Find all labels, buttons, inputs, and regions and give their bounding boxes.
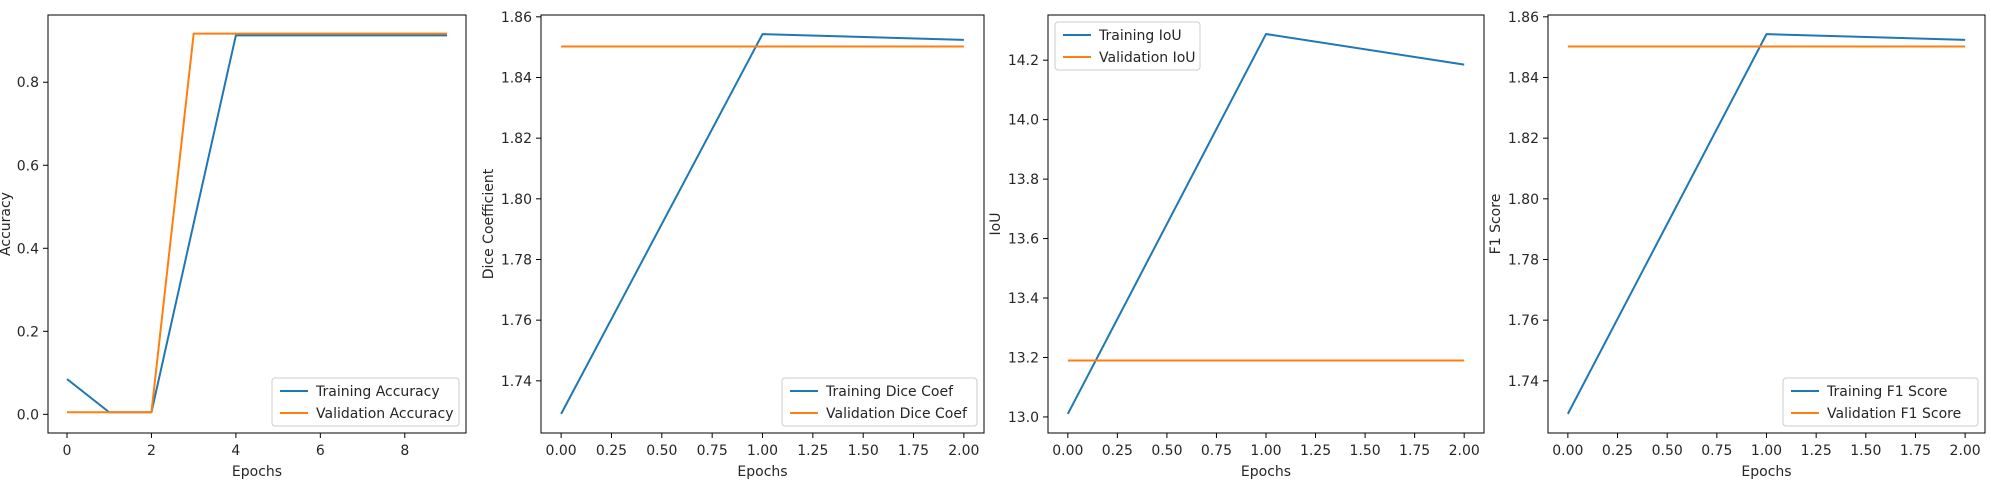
- chart-4-y-tick-label: 1.74: [1508, 374, 1539, 390]
- chart-3-legend-label: Validation IoU: [1099, 50, 1196, 66]
- chart-4-series-line-training: [1566, 33, 1966, 415]
- chart-1-y-axis-label: Accuracy: [0, 192, 14, 256]
- chart-2-y-tick-label: 1.78: [501, 252, 532, 268]
- chart-2-x-tick-label: 1.25: [797, 443, 828, 459]
- chart-4-x-tick-label: 1.25: [1801, 443, 1832, 459]
- chart-3-x-tick-label: 0.75: [1201, 443, 1232, 459]
- chart-1-x-tick-label: 4: [231, 443, 240, 459]
- chart-4-y-axis-label: F1 Score: [1488, 194, 1504, 255]
- chart-4-legend-label: Training F1 Score: [1826, 384, 1947, 400]
- chart-1-y-tick-label: 0.6: [17, 158, 39, 174]
- chart-1-plot-frame: [47, 14, 467, 434]
- chart-3-y-tick-label: 13.0: [1008, 410, 1039, 426]
- chart-3-y-tick-label: 14.0: [1008, 113, 1039, 129]
- chart-4-y-tick-label: 1.80: [1508, 192, 1539, 208]
- chart-4-x-tick-label: 1.50: [1850, 443, 1881, 459]
- chart-4-x-tick-label: 0.25: [1602, 443, 1633, 459]
- chart-4-x-axis-label: Epochs: [1741, 464, 1791, 480]
- chart-4-legend: Training F1 Score Validation F1 Score: [1782, 377, 1979, 427]
- chart-1-x-tick-label: 8: [400, 443, 409, 459]
- chart-3-y-tick-label: 14.2: [1008, 53, 1039, 69]
- chart-1-x-axis-label: Epochs: [232, 464, 282, 480]
- chart-2-x-tick-label: 0.00: [546, 443, 577, 459]
- chart-4-y-tick-label: 1.82: [1508, 131, 1539, 147]
- chart-3-y-tick-label: 13.6: [1008, 232, 1039, 248]
- chart-2-legend-label: Validation Dice Coef: [826, 406, 968, 422]
- chart-4-y-tick-label: 1.84: [1508, 70, 1539, 86]
- chart-4-plot-frame: [1547, 14, 1986, 434]
- chart-3-y-tick-label: 13.4: [1008, 291, 1039, 307]
- chart-2-x-tick-label: 0.50: [646, 443, 677, 459]
- chart-1-legend-box: [271, 377, 460, 427]
- chart-2-x-tick-label: 1.00: [747, 443, 778, 459]
- chart-1-series-line-validation: [67, 32, 447, 414]
- chart-1: 0 2 4 6 8 0.0 0.2 0.4 0.6 0.8 Epochs Accuracy Traini…: [0, 14, 467, 480]
- chart-3-y-tick-label: 13.8: [1008, 172, 1039, 188]
- chart-3-x-tick-label: 2.00: [1449, 443, 1480, 459]
- chart-2: 0.00 0.25 0.50 0.75 1.00 1.25 1.50 1.75 2.00 1.74…: [481, 10, 985, 480]
- chart-2-x-tick-label: 1.75: [898, 443, 929, 459]
- chart-3: 0.00 0.25 0.50 0.75 1.00 1.25 1.50 1.75 2.00 13.0…: [988, 14, 1485, 480]
- chart-2-y-tick-label: 1.82: [501, 131, 532, 147]
- chart-4-x-tick-label: 0.75: [1701, 443, 1732, 459]
- chart-3-legend-box: [1054, 21, 1201, 71]
- chart-3-series-line-training: [1066, 33, 1465, 415]
- chart-4-x-tick-label: 1.00: [1751, 443, 1782, 459]
- chart-1-legend-label: Validation Accuracy: [316, 406, 454, 422]
- chart-1-legend-label: Training Accuracy: [315, 384, 440, 400]
- chart-1-y-tick-label: 0.2: [17, 324, 39, 340]
- chart-2-x-tick-label: 1.50: [848, 443, 879, 459]
- chart-3-plot-frame: [1047, 14, 1485, 434]
- chart-3-x-tick-label: 0.00: [1052, 443, 1083, 459]
- chart-2-y-tick-label: 1.74: [501, 374, 532, 390]
- chart-1-y-tick-label: 0.4: [17, 241, 39, 257]
- chart-2-legend-box: [781, 377, 978, 427]
- chart-4-x-tick-label: 1.75: [1900, 443, 1931, 459]
- chart-3-y-axis-label: IoU: [988, 213, 1004, 236]
- chart-2-plot-frame: [540, 14, 985, 434]
- chart-3-y-tick-label: 13.2: [1008, 350, 1039, 366]
- chart-2-series-line-training: [560, 33, 964, 415]
- chart-4-x-tick-label: 0.50: [1652, 443, 1683, 459]
- chart-3-legend-label: Training IoU: [1098, 28, 1182, 44]
- chart-2-x-tick-label: 2.00: [948, 443, 979, 459]
- chart-4-x-tick-label: 0.00: [1552, 443, 1583, 459]
- chart-3-legend: Training IoU Validation IoU: [1054, 21, 1201, 71]
- chart-2-legend: Training Dice Coef Validation Dice Coef: [781, 377, 978, 427]
- chart-2-y-axis-label: Dice Coefficient: [481, 168, 497, 279]
- chart-1-x-tick-label: 6: [316, 443, 325, 459]
- chart-3-x-tick-label: 1.00: [1250, 443, 1281, 459]
- chart-3-x-tick-label: 0.25: [1102, 443, 1133, 459]
- chart-2-x-axis-label: Epochs: [737, 464, 787, 480]
- chart-1-legend: Training Accuracy Validation Accuracy: [271, 377, 460, 427]
- chart-3-x-tick-label: 1.25: [1300, 443, 1331, 459]
- chart-2-x-tick-label: 0.75: [697, 443, 728, 459]
- chart-2-y-tick-label: 1.84: [501, 70, 532, 86]
- chart-4-y-tick-label: 1.86: [1508, 10, 1539, 26]
- chart-3-x-tick-label: 1.75: [1399, 443, 1430, 459]
- chart-4-x-tick-label: 2.00: [1950, 443, 1981, 459]
- chart-4: 0.00 0.25 0.50 0.75 1.00 1.25 1.50 1.75 2.00 1.74…: [1488, 10, 1986, 480]
- chart-2-y-tick-label: 1.76: [501, 313, 532, 329]
- chart-1-y-tick-label: 0.8: [17, 75, 39, 91]
- chart-3-x-tick-label: 1.50: [1350, 443, 1381, 459]
- chart-1-x-tick-label: 2: [147, 443, 156, 459]
- chart-2-y-tick-label: 1.86: [501, 10, 532, 26]
- chart-4-y-tick-label: 1.78: [1508, 252, 1539, 268]
- chart-1-series-line-training: [66, 34, 447, 414]
- chart-4-legend-box: [1782, 377, 1979, 427]
- chart-1-y-tick-label: 0.0: [17, 407, 39, 423]
- chart-2-x-tick-label: 0.25: [596, 443, 627, 459]
- chart-3-x-axis-label: Epochs: [1241, 464, 1291, 480]
- chart-2-y-tick-label: 1.80: [501, 192, 532, 208]
- chart-1-x-tick-label: 0: [63, 443, 72, 459]
- chart-3-x-tick-label: 0.50: [1151, 443, 1182, 459]
- chart-4-legend-label: Validation F1 Score: [1827, 406, 1961, 422]
- chart-4-y-tick-label: 1.76: [1508, 313, 1539, 329]
- chart-2-legend-label: Training Dice Coef: [825, 384, 954, 400]
